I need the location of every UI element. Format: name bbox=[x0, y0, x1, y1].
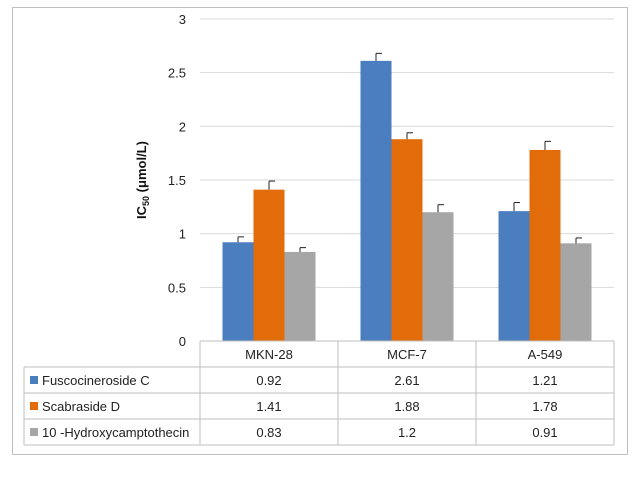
y-tick-label: 0 bbox=[179, 334, 186, 349]
legend-swatch bbox=[30, 376, 38, 384]
y-tick-label: 2.5 bbox=[168, 66, 186, 81]
bar bbox=[498, 211, 530, 341]
y-tick-label: 0.5 bbox=[168, 280, 186, 295]
category-label: A-549 bbox=[528, 347, 563, 362]
data-label: 2.61 bbox=[394, 373, 419, 388]
y-tick-label: 2 bbox=[179, 119, 186, 134]
bar bbox=[284, 251, 316, 341]
data-label: 0.91 bbox=[532, 425, 557, 440]
data-label: 0.83 bbox=[256, 425, 281, 440]
bar bbox=[391, 139, 423, 341]
bar bbox=[360, 60, 392, 342]
y-tick-label: 1.5 bbox=[168, 173, 186, 188]
error-bars bbox=[237, 52, 582, 252]
series-name: Scabraside D bbox=[42, 399, 120, 414]
data-label: 1.41 bbox=[256, 399, 281, 414]
bar bbox=[422, 212, 454, 341]
data-label: 1.88 bbox=[394, 399, 419, 414]
data-label: 0.92 bbox=[256, 373, 281, 388]
bar bbox=[529, 149, 561, 341]
y-tick-label: 3 bbox=[179, 12, 186, 27]
series-name: 10 -Hydroxycamptothecin bbox=[42, 425, 189, 440]
bar bbox=[253, 189, 285, 341]
data-label: 1.78 bbox=[532, 399, 557, 414]
bar bbox=[560, 243, 592, 341]
y-axis-label-main: IC bbox=[134, 205, 149, 219]
legend-swatch bbox=[30, 428, 38, 436]
y-axis-label-subscript: 50 bbox=[141, 196, 151, 206]
series-name: Fuscocineroside C bbox=[42, 373, 150, 388]
y-axis-label: IC50 (μmol/L) bbox=[134, 141, 151, 219]
y-axis-ticks: 0 0.5 1 1.5 2 2.5 3 bbox=[168, 12, 186, 349]
y-axis-label-unit: (μmol/L) bbox=[134, 141, 149, 196]
chart-frame bbox=[12, 7, 628, 455]
legend-swatch bbox=[30, 402, 38, 410]
data-label: 1.21 bbox=[532, 373, 557, 388]
data-table: MKN-28 MCF-7 A-549 Fuscocineroside C 0.92 2.6… bbox=[23, 340, 615, 446]
bar bbox=[222, 242, 254, 341]
category-label: MCF-7 bbox=[387, 347, 427, 362]
category-label: MKN-28 bbox=[245, 347, 293, 362]
data-label: 1.2 bbox=[398, 425, 416, 440]
y-tick-label: 1 bbox=[179, 227, 186, 242]
bars bbox=[222, 60, 592, 342]
